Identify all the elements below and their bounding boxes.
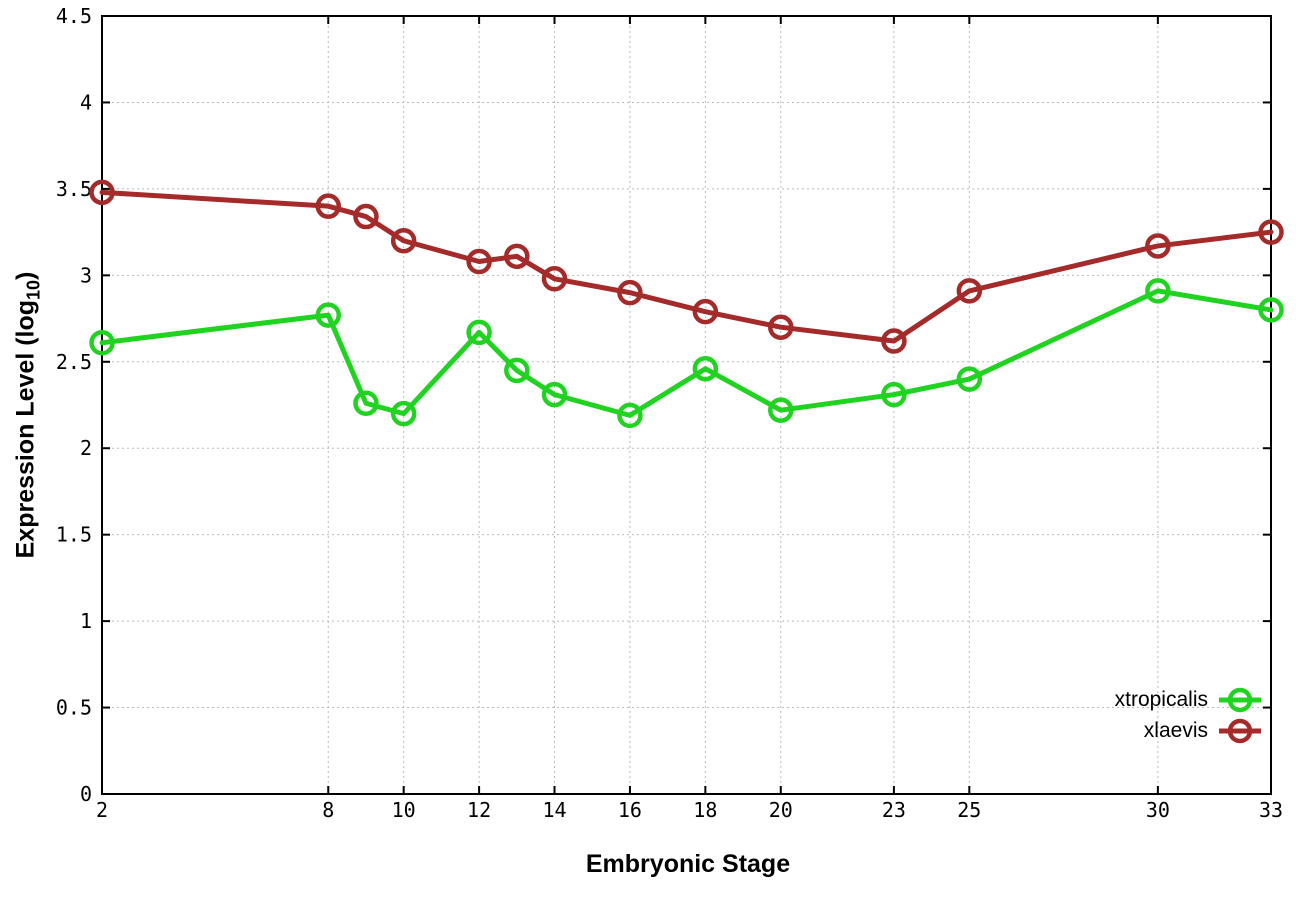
y-tick-label: 3 [80,263,92,287]
y-tick-label: 4 [80,90,92,114]
x-tick-label: 8 [322,798,334,822]
legend-item-xtropicalis: xtropicalis [1115,685,1262,715]
legend-marker-xtropicalis-icon [1219,687,1261,713]
data-point-xlaevis [504,243,530,270]
y-axis-title-text: Expression Level (log10) [12,272,45,559]
legend-label-xtropicalis: xtropicalis [1114,688,1208,711]
legend-marker-xlaevis-icon [1219,718,1261,744]
y-tick-label: 1.5 [56,523,92,547]
data-point-xlaevis [541,266,568,292]
data-point-xtropicalis [617,402,643,429]
x-tick-label: 10 [392,798,416,822]
y-axis-title-close: ) [11,271,40,280]
x-tick-label: 16 [618,798,642,822]
x-tick-label: 2 [96,798,108,822]
data-point-xlaevis [881,328,907,354]
y-axis-title-main: Expression Level (log [11,299,40,559]
data-point-xlaevis [315,193,342,219]
data-point-xlaevis [692,298,719,325]
legend-label-xlaevis: xlaevis [1143,719,1208,742]
data-point-xlaevis [617,279,643,306]
legend: xtropicalis xlaevis [1115,685,1262,747]
data-point-xtropicalis [541,381,568,408]
data-point-xlaevis [956,278,983,304]
x-tick-label: 12 [467,798,491,822]
x-tick-label: 18 [693,798,717,822]
data-point-xtropicalis [390,400,417,427]
y-tick-label: 1 [80,609,92,633]
y-tick-label: 0 [80,782,92,806]
data-point-xtropicalis [466,319,492,346]
data-point-xlaevis [390,228,417,254]
legend-circle-xtropicalis [1227,687,1253,713]
x-tick-label: 23 [882,798,906,822]
plot-border [101,15,1272,795]
series-line-xlaevis [99,189,1274,344]
data-point-xtropicalis [89,330,115,356]
data-point-xtropicalis [504,357,530,384]
y-tick-label: 0.5 [56,696,92,720]
x-tick-label: 33 [1259,798,1283,822]
y-tick-label: 3.5 [56,177,92,201]
x-tick-label: 30 [1146,798,1170,822]
y-tick-label: 4.5 [56,4,92,28]
legend-item-xlaevis: xlaevis [1115,716,1262,746]
data-point-xlaevis [1145,233,1171,259]
data-point-xtropicalis [1258,297,1284,323]
x-tick-label: 20 [769,798,793,822]
data-point-xtropicalis [881,381,907,408]
data-point-xlaevis [466,248,492,275]
y-tick-label: 2 [80,436,92,460]
data-point-xtropicalis [956,366,983,392]
data-point-xtropicalis [768,397,794,423]
data-point-xlaevis [768,314,794,340]
x-axis-title: Embryonic Stage [585,850,791,878]
y-axis-title-subscript: 10 [23,279,44,300]
y-tick-label: 2.5 [56,350,92,374]
data-point-xtropicalis [315,302,342,328]
legend-circle-xlaevis [1227,718,1253,744]
data-point-xlaevis [89,179,115,206]
data-point-xtropicalis [1145,278,1171,304]
data-point-xlaevis [1258,219,1284,245]
data-point-xtropicalis [692,355,719,382]
data-point-xtropicalis [353,390,379,417]
data-point-xlaevis [353,203,379,230]
x-tick-label: 25 [957,798,981,822]
x-tick-label: 14 [542,798,566,822]
series-line-xtropicalis [99,288,1274,418]
